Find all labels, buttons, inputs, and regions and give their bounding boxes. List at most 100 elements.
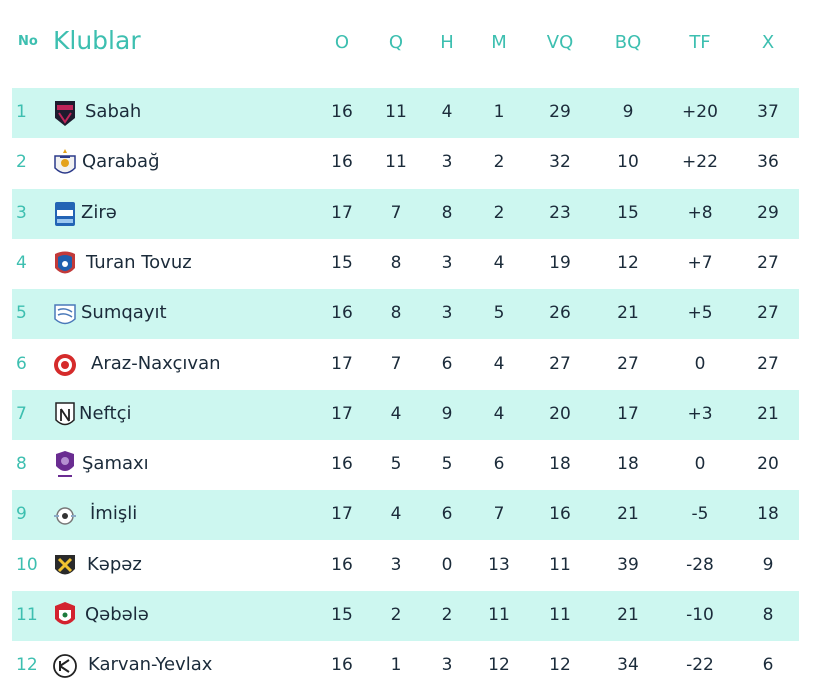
- position-number: 6: [16, 353, 27, 374]
- row-band: [12, 188, 799, 239]
- position-number: 2: [16, 152, 27, 173]
- stat-played: 17: [331, 403, 353, 424]
- stat-goals-for: 32: [549, 152, 571, 173]
- position-number: 4: [16, 252, 27, 273]
- turan-tovuz-logo: [52, 249, 78, 279]
- position-number: 11: [16, 605, 38, 625]
- position-number: 7: [16, 403, 27, 424]
- position-number: 1: [16, 102, 27, 122]
- table-row: 6 Araz-Naxçıvan 17 7 6 4 27 27 0 27: [0, 340, 815, 390]
- position-number: 10: [16, 554, 38, 575]
- stat-played: 16: [331, 655, 353, 676]
- stat-goal-diff: 0: [694, 353, 706, 374]
- stat-goal-diff: -22: [686, 655, 714, 676]
- row-band: [12, 289, 799, 340]
- stat-drawn: 3: [441, 252, 453, 273]
- club-name[interactable]: Zirə: [81, 201, 117, 223]
- stat-goals-against: 10: [617, 152, 639, 173]
- header-goal-diff: TF: [689, 32, 711, 53]
- club-name[interactable]: Şamaxı: [82, 453, 149, 475]
- header-goals-for: VQ: [546, 32, 574, 53]
- stat-played: 16: [331, 303, 353, 324]
- samaxi-logo: [52, 450, 78, 480]
- club-name[interactable]: Qəbələ: [85, 604, 149, 625]
- stat-goals-for: 23: [549, 202, 571, 223]
- table-row: 3 Zirə 17 7 8 2 23 15 +8 29: [0, 188, 815, 239]
- stat-won: 11: [385, 102, 407, 122]
- stat-goals-against: 17: [617, 403, 639, 424]
- club-name[interactable]: İmişli: [90, 503, 138, 525]
- stat-goal-diff: +20: [682, 102, 718, 122]
- table-row: 11 Qəbələ 15 2 2 11 11 21 -10 8: [0, 591, 815, 641]
- stat-played: 15: [331, 252, 353, 273]
- header-clubs: Klublar: [53, 26, 141, 55]
- table-row: 10 Kəpəz 16 3 0 13 11 39 -28 9: [0, 541, 815, 591]
- table-row: 1 Sabah 16 11 4 1 29 9 +20 37: [0, 88, 815, 138]
- imisli-logo: [52, 500, 78, 530]
- stat-won: 4: [390, 403, 402, 424]
- position-number: 9: [16, 504, 27, 525]
- club-name[interactable]: Qarabağ: [82, 151, 160, 173]
- stat-goal-diff: +8: [687, 202, 713, 223]
- stat-played: 16: [331, 102, 353, 122]
- table-row: 8 Şamaxı 16 5 5 6 18 18 0 20: [0, 440, 815, 490]
- stat-drawn: 8: [441, 202, 453, 223]
- stat-won: 8: [390, 303, 402, 324]
- club-name[interactable]: Turan Tovuz: [86, 251, 192, 273]
- club-name[interactable]: Sabah: [85, 101, 142, 122]
- stat-drawn: 5: [441, 454, 453, 475]
- stat-goals-for: 11: [549, 605, 571, 625]
- karvan-yevlax-logo: [52, 651, 78, 681]
- stat-points: 27: [757, 303, 779, 324]
- stat-played: 17: [331, 504, 353, 525]
- stat-goals-for: 16: [549, 504, 571, 525]
- stat-points: 37: [757, 102, 779, 122]
- header-points: X: [761, 32, 775, 53]
- stat-goals-for: 11: [549, 554, 571, 575]
- club-name[interactable]: Neftçi: [79, 402, 132, 424]
- header-played: O: [334, 32, 350, 53]
- club-name[interactable]: Sumqayıt: [81, 302, 167, 324]
- stat-won: 7: [390, 353, 402, 374]
- stat-lost: 4: [493, 353, 505, 374]
- stat-goal-diff: +3: [687, 403, 713, 424]
- stat-goals-against: 21: [617, 605, 639, 625]
- stat-drawn: 3: [441, 655, 453, 676]
- header-no: No: [18, 34, 38, 49]
- stat-goals-against: 12: [617, 252, 639, 273]
- stat-won: 4: [390, 504, 402, 525]
- stat-won: 3: [390, 554, 402, 575]
- stat-won: 5: [390, 454, 402, 475]
- stat-drawn: 9: [441, 403, 453, 424]
- stat-goals-for: 19: [549, 252, 571, 273]
- table-row: 9 İmişli 17 4 6 7 16 21 -5 18: [0, 490, 815, 541]
- club-name[interactable]: Kəpəz: [87, 553, 142, 575]
- stat-drawn: 2: [441, 605, 453, 625]
- stat-lost: 6: [493, 454, 505, 475]
- stat-goals-for: 18: [549, 454, 571, 475]
- stat-lost: 4: [493, 403, 505, 424]
- position-number: 12: [16, 655, 38, 676]
- stat-goals-for: 27: [549, 353, 571, 374]
- stat-points: 27: [757, 252, 779, 273]
- stat-goal-diff: -10: [686, 605, 714, 625]
- stat-goals-against: 15: [617, 202, 639, 223]
- stat-drawn: 6: [441, 353, 453, 374]
- stat-goals-against: 39: [617, 554, 639, 575]
- stat-drawn: 3: [441, 152, 453, 173]
- stat-goal-diff: -28: [686, 554, 714, 575]
- stat-goals-against: 18: [617, 454, 639, 475]
- table-header: No Klublar O Q H M VQ BQ TF X: [0, 0, 815, 88]
- stat-goals-for: 29: [549, 102, 571, 122]
- club-name[interactable]: Karvan-Yevlax: [88, 654, 213, 676]
- club-name[interactable]: Araz-Naxçıvan: [91, 352, 221, 374]
- stat-goals-against: 34: [617, 655, 639, 676]
- header-won: Q: [388, 32, 404, 53]
- row-band: [12, 490, 799, 541]
- stat-goals-for: 26: [549, 303, 571, 324]
- table-row: 4 Turan Tovuz 15 8 3 4 19 12 +7 27: [0, 239, 815, 289]
- stat-drawn: 6: [441, 504, 453, 525]
- kepez-logo: [52, 551, 78, 581]
- position-number: 5: [16, 303, 27, 324]
